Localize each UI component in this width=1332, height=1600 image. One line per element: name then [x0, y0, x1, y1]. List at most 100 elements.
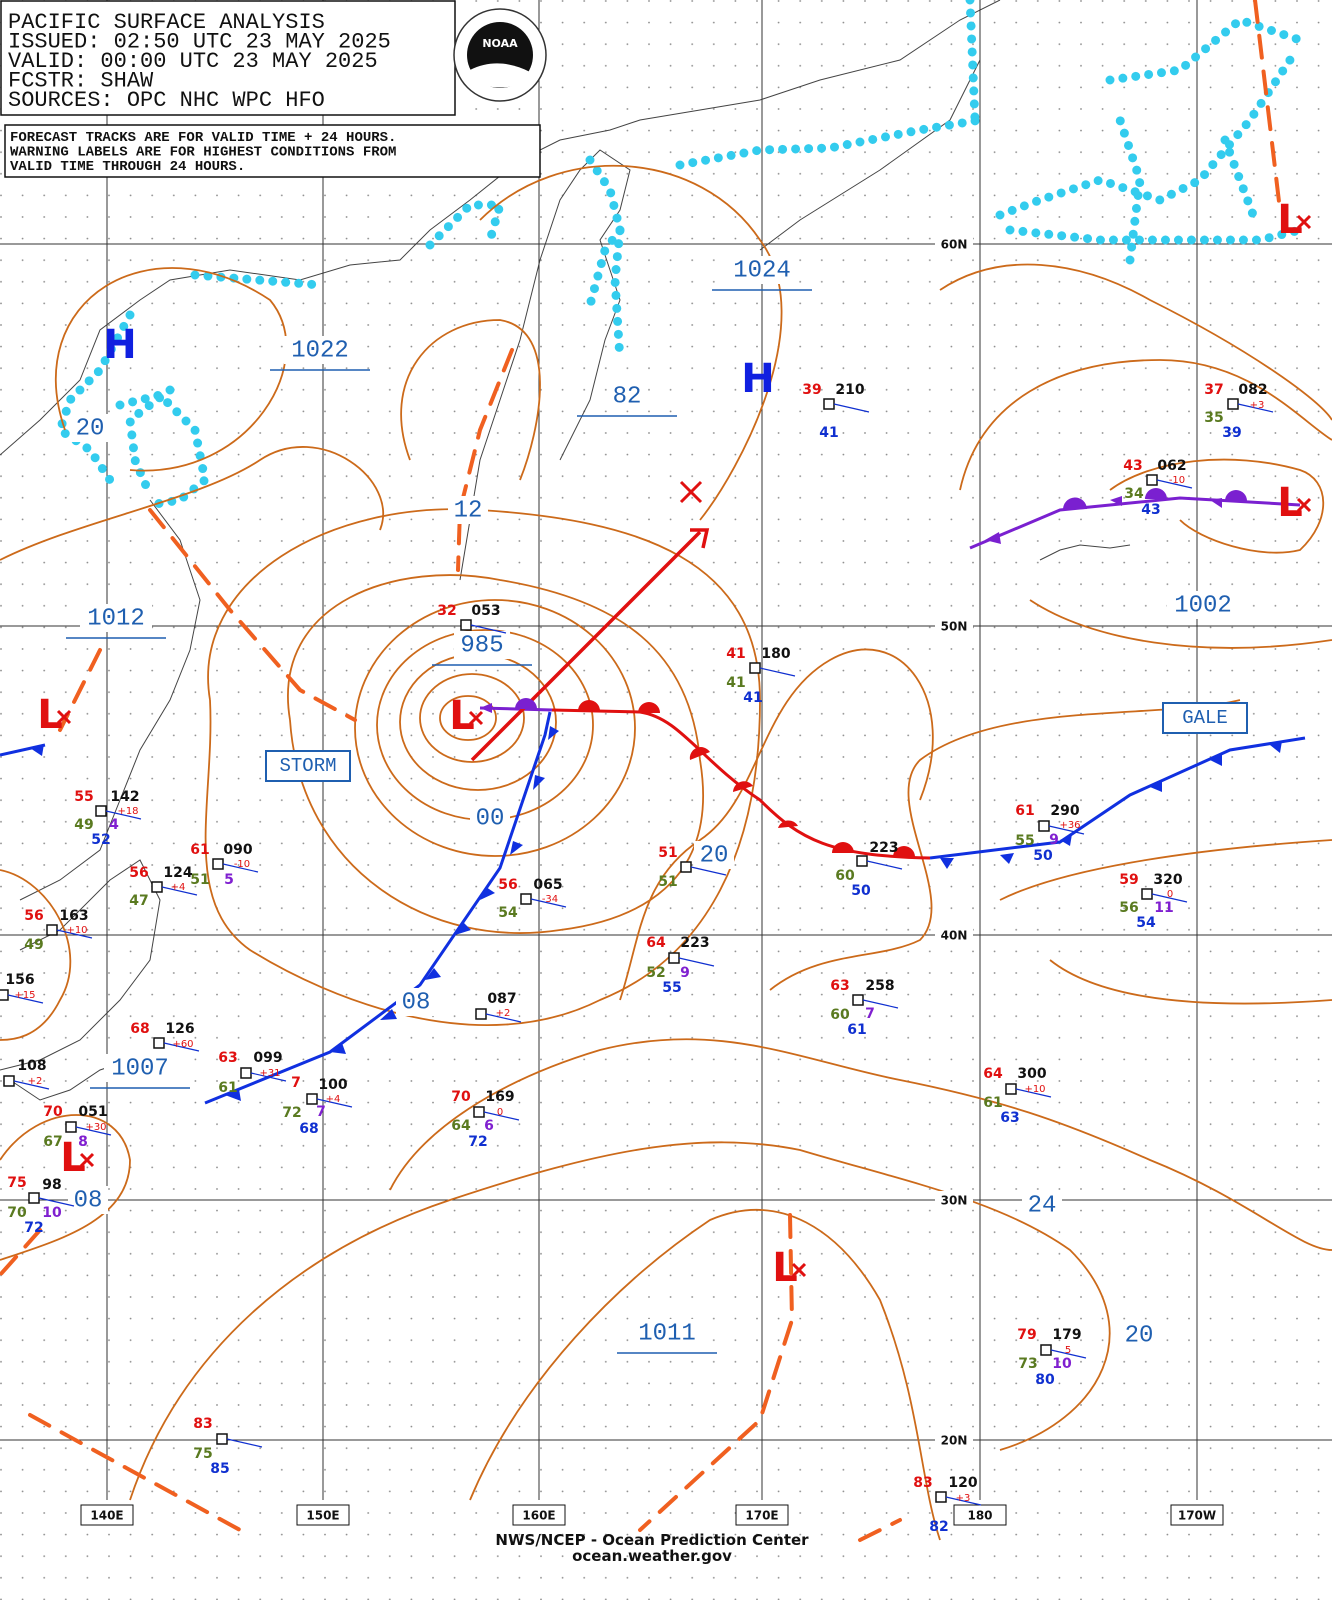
- footer-line: NWS/NCEP - Ocean Prediction Center: [495, 1531, 809, 1549]
- station-box: [216, 1433, 228, 1445]
- station-value: +2: [496, 1008, 511, 1019]
- station-box: [46, 924, 58, 936]
- isobar-label-bg: [284, 336, 356, 364]
- station-value: 4: [109, 817, 119, 833]
- station-value: 163: [59, 908, 88, 924]
- station-value: 39: [802, 382, 821, 398]
- note-line: WARNING LABELS ARE FOR HIGHEST CONDITION…: [10, 145, 396, 161]
- isobar-label-bg: [1167, 591, 1239, 619]
- isobar-label-bg: [454, 631, 510, 659]
- logo-bird: [470, 63, 530, 88]
- station-value: 7: [316, 1104, 326, 1120]
- station-value: +18: [117, 806, 138, 817]
- station-value: 41: [726, 646, 745, 662]
- station-value: 5: [1065, 1345, 1071, 1356]
- wind-barb: [833, 403, 870, 413]
- station-value: 41: [726, 675, 745, 691]
- station-value: +15: [14, 990, 35, 1001]
- isobar-label-bg: [1022, 1191, 1062, 1219]
- station-value: 82: [929, 1519, 948, 1535]
- front-symbols: [30, 726, 1282, 1101]
- station-value: 60: [835, 868, 855, 884]
- isobar-label: 08: [74, 1187, 103, 1214]
- station-value: 053: [471, 603, 500, 619]
- station-value: +4: [171, 882, 186, 893]
- station-value: 56: [1119, 900, 1138, 916]
- station-value: 39: [1222, 425, 1241, 441]
- lat-lon-grid: [0, 0, 1332, 1500]
- lon-label: 180: [967, 1509, 992, 1523]
- wind-barb: [105, 810, 142, 820]
- station-value: 83: [913, 1475, 932, 1491]
- isobar-label-bg: [694, 841, 734, 869]
- station-value: 83: [193, 1416, 212, 1432]
- warning-box: [265, 750, 351, 782]
- fronts: [0, 480, 1306, 1105]
- wind-barb: [250, 1072, 287, 1082]
- lat-label: 20N: [941, 1434, 968, 1448]
- station-box: [240, 1067, 252, 1079]
- station-value: 64: [451, 1118, 471, 1134]
- station-value: 223: [869, 840, 898, 856]
- isobar-label: 1012: [87, 605, 145, 632]
- lon-label-box: [296, 1504, 350, 1526]
- warning-label: GALE: [1182, 707, 1228, 729]
- station-value: 51: [658, 845, 677, 861]
- station-value: +30: [85, 1122, 106, 1133]
- station-value: 61: [1015, 803, 1034, 819]
- station-value: 52: [646, 965, 665, 981]
- station-value: 142: [110, 789, 139, 805]
- lon-label: 140E: [90, 1509, 123, 1523]
- station-value: 61: [983, 1095, 1002, 1111]
- lon-label: 170E: [745, 1509, 778, 1523]
- isobar-label: 00: [476, 805, 505, 832]
- station-value: 124: [163, 865, 192, 881]
- station-value: -34: [542, 894, 558, 905]
- isobar-label: 82: [613, 383, 642, 410]
- isobar-label-bg: [80, 604, 152, 632]
- station-value: 320: [1153, 872, 1182, 888]
- wind-barb: [866, 860, 903, 870]
- station-value: 10: [42, 1205, 62, 1221]
- station-value: 54: [498, 905, 518, 921]
- station-value: 108: [17, 1058, 46, 1074]
- station-box: [28, 1192, 40, 1204]
- center-x: [468, 710, 484, 726]
- station-box: [852, 994, 864, 1006]
- station-value: +4: [326, 1094, 341, 1105]
- station-value: +3: [1250, 400, 1265, 411]
- station-value: 7: [291, 1075, 301, 1091]
- wind-barb: [1151, 893, 1188, 903]
- station-value: 54: [1136, 915, 1156, 931]
- station-value: 60: [830, 1007, 850, 1023]
- station-box: [153, 1037, 165, 1049]
- station-value: 50: [851, 883, 871, 899]
- station-box: [1005, 1083, 1017, 1095]
- note-line: FORECAST TRACKS ARE FOR VALID TIME + 24 …: [10, 130, 396, 146]
- station-value: 300: [1017, 1066, 1046, 1082]
- header-box: [0, 0, 456, 116]
- wind-barb: [1156, 479, 1193, 489]
- station-value: 120: [948, 1475, 977, 1491]
- warning-label: STORM: [279, 755, 336, 777]
- wind-barb: [226, 1438, 263, 1448]
- wind-barb: [163, 1042, 200, 1052]
- station-value: +36: [1059, 820, 1080, 831]
- occluded-symbols: [480, 488, 1247, 713]
- wind-barb: [690, 866, 727, 876]
- station-value: 72: [282, 1105, 301, 1121]
- station-value: -10: [1169, 475, 1185, 486]
- station-value: 49: [74, 817, 93, 833]
- station-value: 68: [130, 1021, 149, 1037]
- station-box: [212, 858, 224, 870]
- isobar-label-bg: [1119, 1321, 1159, 1349]
- station-value: 065: [533, 877, 562, 893]
- lat-label-box: [935, 1191, 973, 1209]
- center-x: [791, 1262, 807, 1278]
- wind-barb: [485, 1013, 522, 1023]
- lat-label-box: [935, 1431, 973, 1449]
- station-value: 63: [218, 1050, 237, 1066]
- isobar-label: 1002: [1174, 592, 1232, 619]
- center-x: [56, 709, 72, 725]
- station-value: 258: [865, 978, 894, 994]
